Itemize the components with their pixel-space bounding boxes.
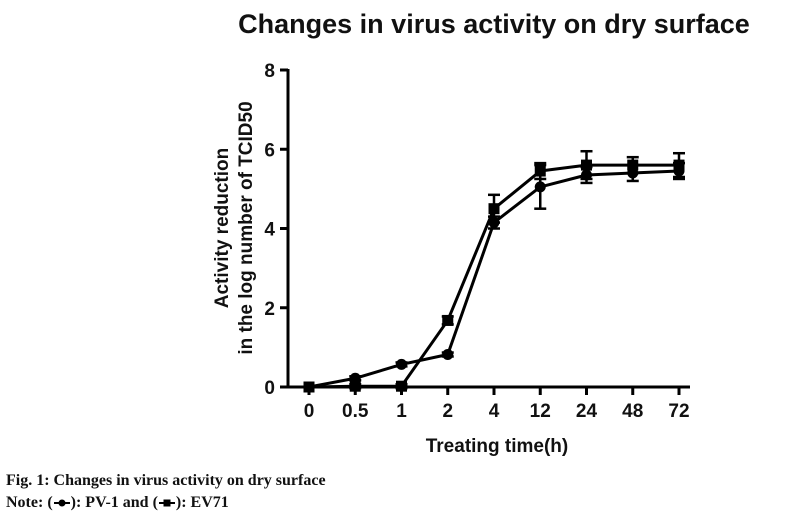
legend-circle-marker-icon: [53, 499, 70, 507]
x-ticks: 0 0.5 1 2 4 12 24 48 72: [304, 387, 690, 422]
data-point-square: [303, 381, 315, 393]
data-point-circle: [534, 181, 546, 193]
x-tick-label: 48: [622, 401, 643, 422]
data-point-circle: [396, 358, 407, 370]
data-point-square: [627, 159, 639, 171]
y-tick-label: 6: [264, 140, 275, 161]
data-point-square: [488, 203, 500, 215]
data-point-square: [396, 380, 407, 392]
note-prefix: Note: (: [6, 494, 53, 511]
legend-pv1-text: ): PV-1 and (: [70, 494, 158, 511]
x-tick-label: 4: [489, 401, 500, 422]
data-point-square: [581, 159, 592, 171]
data-point-square: [442, 314, 454, 326]
y-tick-label: 4: [264, 220, 275, 241]
series-layer: [303, 149, 685, 393]
data-point-square: [349, 380, 361, 392]
y-tick-label: 8: [264, 61, 275, 82]
y-tick-label: 2: [264, 299, 275, 320]
x-tick-label: 1: [396, 401, 407, 422]
y-axis-label-line1: Activity reduction: [212, 148, 233, 308]
x-tick-label: 72: [668, 401, 689, 422]
chart-title: Changes in virus activity on dry surface: [238, 9, 750, 39]
x-tick-label: 0.5: [342, 401, 369, 422]
y-tick-label: 0: [264, 378, 275, 399]
chart: Changes in virus activity on dry surface…: [212, 9, 750, 457]
y-axis-label-line2: in the log number of TCID50: [236, 101, 257, 354]
y-ticks: 0 2 4 6 8: [264, 61, 288, 399]
x-tick-label: 0: [304, 401, 315, 422]
x-axis-label: Treating time(h): [426, 436, 569, 457]
y-axis-label: Activity reduction in the log number of …: [212, 101, 257, 354]
figure-note: Note: ( ): PV-1 and ( ): EV71: [6, 494, 229, 512]
x-tick-label: 2: [442, 401, 453, 422]
data-point-square: [673, 159, 685, 171]
figure-caption: Fig. 1: Changes in virus activity on dry…: [6, 472, 326, 489]
legend-square-marker-icon: [158, 499, 175, 507]
series-2: [303, 149, 685, 393]
data-point-square: [534, 165, 546, 177]
legend-ev71-text: ): EV71: [175, 494, 229, 511]
x-tick-label: 12: [530, 401, 551, 422]
x-tick-label: 24: [576, 401, 598, 422]
data-point-circle: [442, 349, 454, 361]
